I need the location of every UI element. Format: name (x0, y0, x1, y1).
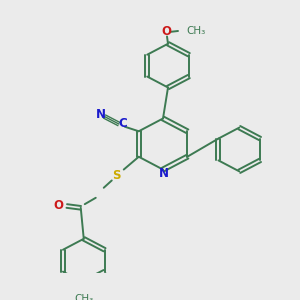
Text: N: N (96, 108, 106, 121)
Text: O: O (54, 200, 64, 212)
Text: O: O (161, 26, 171, 38)
Text: CH₃: CH₃ (74, 294, 93, 300)
Text: N: N (158, 167, 169, 180)
Text: S: S (112, 169, 121, 182)
Text: C: C (118, 118, 127, 130)
Text: CH₃: CH₃ (186, 26, 205, 36)
